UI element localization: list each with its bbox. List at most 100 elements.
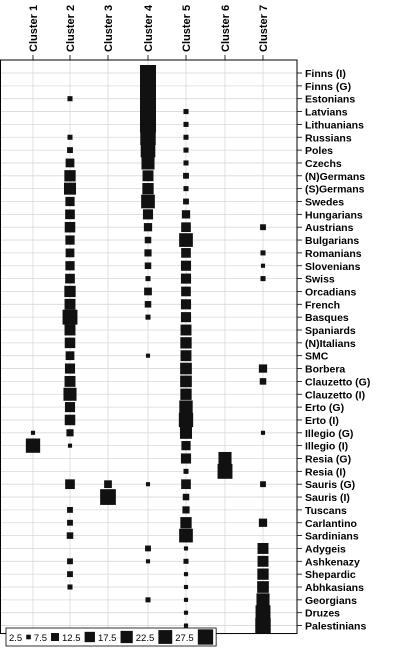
row-label: Finns (I) xyxy=(305,68,346,80)
row-label: Lithuanians xyxy=(305,119,364,131)
row-label: Palestinians xyxy=(305,621,366,633)
legend-square xyxy=(120,630,133,644)
data-square xyxy=(180,517,192,529)
row-label: Czechs xyxy=(305,158,342,170)
row-label: Finns (G) xyxy=(305,81,351,93)
row-label: Orcadians xyxy=(305,286,357,298)
data-square xyxy=(180,350,192,362)
legend-label: 22.5 xyxy=(136,633,155,644)
data-square xyxy=(67,571,73,578)
row-label: Swedes xyxy=(305,197,344,209)
data-square xyxy=(67,147,73,154)
data-square xyxy=(183,172,189,179)
data-square xyxy=(62,309,78,325)
legend-square xyxy=(197,629,214,645)
row-label: Tuscans xyxy=(305,505,347,517)
data-square xyxy=(145,353,151,358)
data-square xyxy=(183,109,189,115)
column-label: Cluster 7 xyxy=(258,5,270,52)
row-label: Erto (G) xyxy=(305,402,344,414)
data-square xyxy=(180,388,192,400)
column-label: Cluster 3 xyxy=(103,5,115,52)
row-label: Clauzetto (G) xyxy=(305,376,370,388)
row-label: French xyxy=(305,299,340,311)
data-square xyxy=(64,375,76,387)
row-label: Illegio (I) xyxy=(305,441,348,453)
data-square xyxy=(142,182,154,195)
data-square xyxy=(259,378,267,385)
data-square xyxy=(181,441,191,451)
data-square xyxy=(65,351,75,361)
data-square xyxy=(65,209,75,220)
data-square xyxy=(255,605,271,621)
data-square xyxy=(183,610,189,615)
data-square xyxy=(144,287,152,296)
data-square xyxy=(140,103,156,120)
data-square xyxy=(258,518,268,527)
row-label: Swiss xyxy=(305,274,335,286)
data-square xyxy=(182,493,190,501)
data-square xyxy=(179,233,193,247)
row-label: Estonians xyxy=(305,94,355,106)
size-legend: 2.5 7.5 12.5 17.5 22.5 27.5 xyxy=(5,627,217,647)
data-square xyxy=(67,584,73,590)
data-square xyxy=(183,147,189,153)
data-square xyxy=(64,221,76,233)
data-square xyxy=(67,443,73,448)
data-square xyxy=(65,158,75,168)
data-square xyxy=(67,134,73,140)
data-square xyxy=(180,362,192,375)
data-square xyxy=(141,194,155,209)
data-square xyxy=(145,597,151,603)
data-square xyxy=(65,235,75,245)
data-square xyxy=(257,568,269,580)
data-square xyxy=(258,364,268,373)
column-label: Cluster 1 xyxy=(28,5,40,52)
data-square xyxy=(64,337,76,349)
data-square xyxy=(63,182,77,195)
data-square xyxy=(64,414,76,426)
data-square xyxy=(183,134,189,140)
legend-label: 17.5 xyxy=(98,633,117,644)
data-square xyxy=(260,276,266,282)
data-square xyxy=(181,286,191,297)
row-label: Resia (I) xyxy=(305,466,346,478)
data-square xyxy=(180,260,192,271)
data-square xyxy=(65,479,75,490)
data-square xyxy=(180,375,192,388)
data-square xyxy=(217,463,233,479)
row-label: Hungarians xyxy=(305,209,363,221)
data-square xyxy=(64,298,76,310)
data-square xyxy=(64,363,76,374)
data-square xyxy=(65,273,75,284)
data-square xyxy=(183,121,189,127)
data-square xyxy=(183,572,189,577)
data-square xyxy=(142,209,154,220)
row-label: Erto (I) xyxy=(305,415,339,427)
row-label: Basques xyxy=(305,312,349,324)
data-square xyxy=(257,555,269,567)
data-squares xyxy=(25,65,271,634)
data-square xyxy=(180,312,192,323)
row-label: (N)Italians xyxy=(305,338,356,350)
row-label: Slovenians xyxy=(305,261,361,273)
data-square xyxy=(65,196,75,207)
data-square xyxy=(140,90,156,107)
row-label: Borbera xyxy=(305,364,345,376)
data-square xyxy=(63,387,77,401)
data-square xyxy=(25,438,41,453)
data-square xyxy=(257,581,269,593)
data-square xyxy=(65,248,75,258)
row-label: Georgians xyxy=(305,595,357,607)
column-label: Cluster 2 xyxy=(65,5,77,52)
data-square xyxy=(183,186,189,192)
data-square xyxy=(66,532,74,539)
data-square xyxy=(181,222,191,233)
data-square xyxy=(145,314,151,320)
data-square xyxy=(179,426,193,439)
data-square xyxy=(260,481,266,488)
data-square xyxy=(143,223,153,232)
row-label: Austrians xyxy=(305,222,354,234)
row-label: (N)Germans xyxy=(305,171,365,183)
data-square xyxy=(182,506,190,514)
